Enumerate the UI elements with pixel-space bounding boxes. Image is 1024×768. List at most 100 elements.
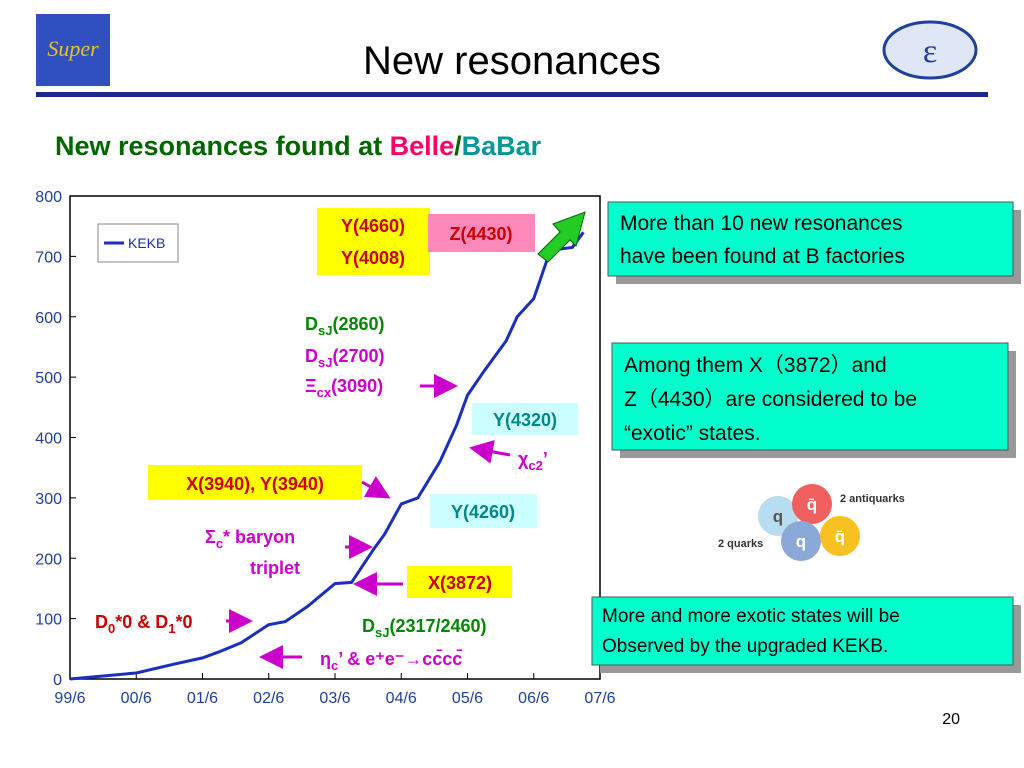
x-tick-label: 06/6 [518, 690, 549, 707]
annotation: DsJ(2860) [305, 314, 385, 338]
annotation-part: * baryon [223, 527, 295, 547]
annotation-box [148, 465, 362, 500]
slide-title: New resonances [363, 39, 661, 83]
annotation-part: Σ [205, 527, 216, 547]
annotation-part: *0 [175, 612, 192, 632]
box-line: More and more exotic states will be [602, 606, 900, 627]
box-line: Among them X（3872）and [624, 354, 887, 377]
x-tick-label: 00/6 [121, 690, 152, 707]
diagram-label: 2 antiquarks [840, 493, 905, 505]
text-box [591, 596, 1014, 666]
annotation-part: D [362, 616, 375, 636]
annotation: triplet [250, 558, 300, 578]
annotation-part: (2700) [332, 346, 384, 366]
y-tick-label: 300 [35, 491, 62, 508]
x-tick-label: 04/6 [386, 690, 417, 707]
y-tick-label: 600 [35, 310, 62, 327]
subtitle: New resonances found at Belle/BaBar [55, 131, 542, 161]
box-line: More than 10 new resonances [620, 212, 903, 235]
x-tick-label: 07/6 [584, 690, 615, 707]
annotation-part: D [95, 612, 108, 632]
antiquark [792, 484, 832, 524]
antiquark-label: q̄ [835, 527, 845, 546]
annotation-box [317, 208, 430, 275]
text-box [611, 342, 1009, 451]
series-line [69, 231, 585, 681]
annotation-part: sJ [318, 355, 332, 370]
antiquark-label: q̄ [807, 495, 817, 514]
y-tick-label: 700 [35, 249, 62, 266]
annotation-part: 1 [168, 621, 175, 636]
arrow-up [537, 211, 586, 263]
y-tick-label: 800 [35, 189, 62, 206]
annotation-part: (3090) [331, 376, 383, 396]
logo-left [36, 14, 110, 86]
annotation: Ξcx(3090) [305, 376, 383, 400]
annotation: DsJ(2317/2460) [362, 616, 487, 640]
annotation-box [472, 403, 578, 435]
header-rule [36, 92, 988, 97]
annotation-part: *0 & D [115, 612, 168, 632]
quark [781, 521, 821, 561]
box-line: Z（4430）are considered to be [624, 388, 917, 411]
annotation-part: c2 [528, 458, 542, 473]
annotation-part: D [305, 314, 318, 334]
annotation-part: c [331, 658, 338, 673]
antiquark [820, 516, 860, 556]
subtitle-part: New resonances found at [55, 131, 390, 161]
quark-label: q [773, 507, 783, 526]
y-tick-label: 500 [35, 370, 62, 387]
annotation-part: cx [317, 385, 332, 400]
annotation-part: c [216, 536, 223, 551]
legend-box [97, 223, 179, 263]
text-box [607, 201, 1014, 277]
y-tick-label: 0 [53, 672, 62, 689]
annotation: X(3940), Y(3940) [186, 474, 324, 494]
annotation-box [428, 214, 535, 252]
annotation-part: (2860) [332, 314, 384, 334]
x-tick-label: 99/6 [54, 690, 85, 707]
y-tick-label: 200 [35, 551, 62, 568]
annotation: ηc’ & e⁺e⁻→cc̄cc̄ [320, 649, 462, 673]
annotation-part: χ [518, 449, 529, 469]
annotation: Y(4660) [341, 216, 405, 236]
subtitle-part: BaBar [462, 131, 542, 161]
box-line: have been found at B factories [620, 245, 905, 268]
annotation: Σc* baryon [205, 527, 295, 551]
annotation: Y(4260) [451, 502, 515, 522]
box-line: “exotic” states. [624, 422, 761, 445]
chart: 0 100 200 300 400 500 600 700 800 99/6 00/6 01/6 02/… [35, 189, 615, 707]
x-tick-label: 01/6 [187, 690, 218, 707]
annotation-part: sJ [318, 323, 332, 338]
page-number: 20 [942, 711, 960, 728]
x-tick-label: 02/6 [253, 690, 284, 707]
annotation-box [407, 566, 512, 598]
x-tick-label: 05/6 [452, 690, 483, 707]
box-line: Observed by the upgraded KEKB. [602, 636, 888, 657]
logo-text: Super [47, 36, 99, 61]
annotation-part: ’ & e⁺e⁻→cc̄cc̄ [338, 649, 462, 669]
annotation-part: ’ [543, 449, 548, 469]
subtitle-part: Belle [390, 131, 455, 161]
annotation-part: η [320, 649, 331, 669]
annotation-part: D [305, 346, 318, 366]
logo-epsilon: ε [923, 33, 937, 70]
annotation: DsJ(2700) [305, 346, 385, 370]
annotation: Y(4008) [341, 248, 405, 268]
subtitle-part: / [454, 131, 462, 161]
arrow [469, 440, 511, 464]
annotation-part: (2317/2460) [389, 616, 486, 636]
x-tick-label: 03/6 [319, 690, 350, 707]
annotation: χc2’ [518, 449, 548, 473]
annotation: X(3872) [428, 573, 492, 593]
y-tick-label: 100 [35, 612, 62, 629]
annotation: D0*0 & D1*0 [95, 612, 193, 636]
y-tick-label: 400 [35, 431, 62, 448]
annotation-part: 0 [108, 621, 115, 636]
diagram-label: 2 quarks [718, 538, 763, 550]
annotation-part: Ξ [305, 376, 317, 396]
annotation-part: sJ [375, 625, 389, 640]
logo-right [882, 20, 978, 80]
annotation: Y(4320) [493, 410, 557, 430]
